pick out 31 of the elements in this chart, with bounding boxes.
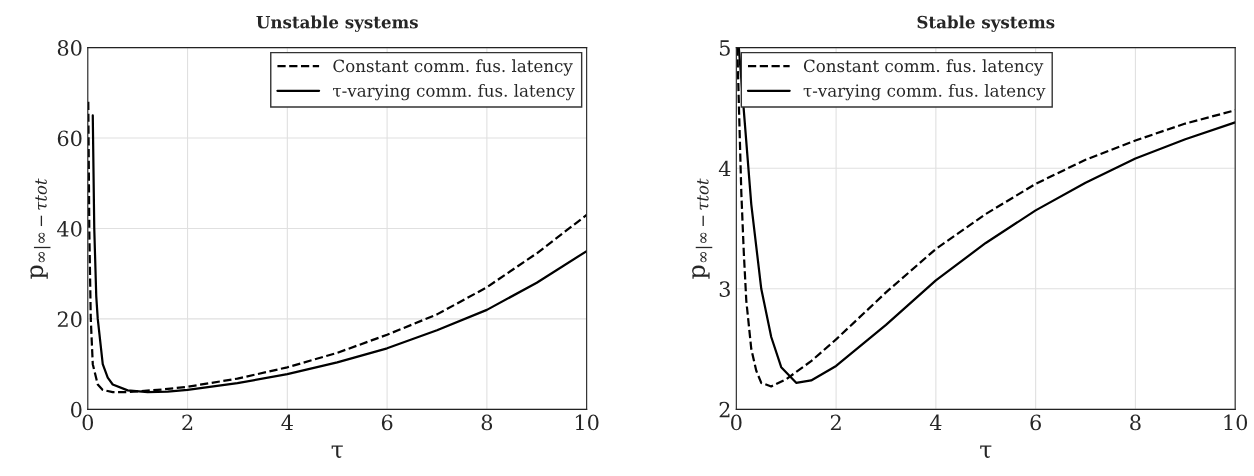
x-tick-label: 2: [830, 414, 841, 431]
x-tick-label: 6: [1030, 414, 1041, 431]
y-tick-label: 3: [719, 281, 730, 297]
x-tick-label: 0: [731, 414, 742, 431]
y-tick-label: 4: [718, 160, 731, 177]
y-tick-label: 20: [57, 311, 82, 328]
x-tick-label: 4: [281, 414, 293, 431]
y-axis-title: p$_{∞|∞−τtot}$: [30, 178, 51, 279]
chart-title: Stable systems: [917, 15, 1055, 32]
x-tick-label: 8: [481, 414, 493, 431]
legend-label: τ-varying comm. fus. latency: [803, 83, 1046, 101]
legend-label: Constant comm. fus. latency: [333, 59, 573, 76]
x-tick-label: 4: [929, 414, 942, 431]
legend-label: Constant comm. fus. latency: [803, 59, 1044, 76]
y-tick-label: 0: [71, 401, 82, 418]
y-tick-label: 60: [57, 130, 82, 147]
y-tick-label: 5: [719, 40, 730, 56]
x-tick-label: 10: [575, 414, 599, 431]
x-axis-title: τ: [980, 445, 992, 459]
y-tick-label: 2: [719, 401, 730, 418]
legend-label: τ-varying comm. fus. latency: [333, 83, 575, 101]
x-tick-label: 6: [381, 414, 393, 431]
y-axis-title: p$_{∞|∞−τtot}$: [692, 178, 713, 279]
chart-title: Unstable systems: [256, 15, 418, 32]
x-axis-title: τ: [331, 445, 343, 459]
x-tick-label: 2: [182, 414, 193, 431]
x-tick-label: 10: [1224, 414, 1248, 431]
x-tick-label: 8: [1130, 414, 1141, 431]
x-tick-label: 0: [82, 414, 94, 431]
y-tick-label: 40: [57, 220, 82, 237]
y-tick-label: 80: [57, 40, 82, 56]
